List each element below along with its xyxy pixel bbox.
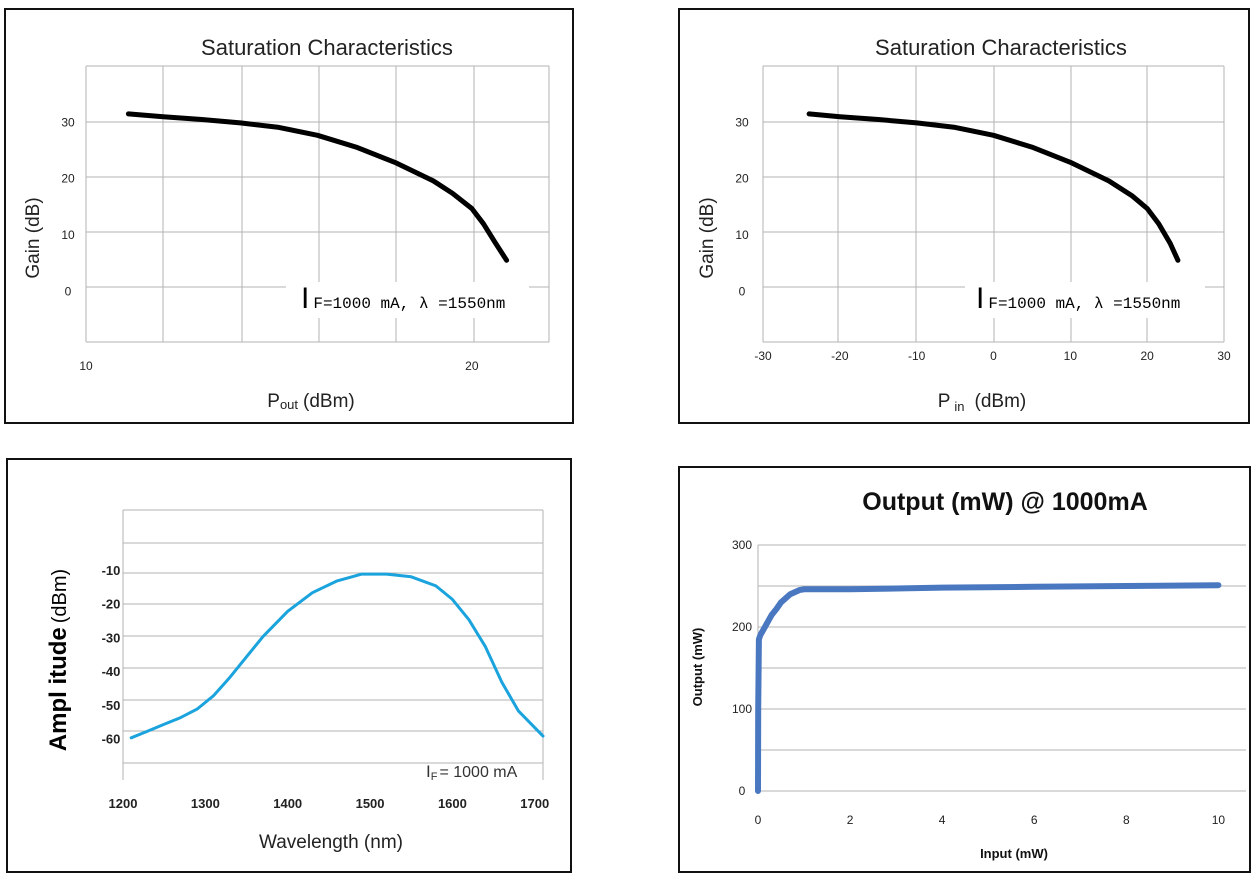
x-tick-label: 10 xyxy=(1212,813,1226,827)
y-axis-label: Ampl itude (dBm) xyxy=(45,569,72,751)
y-tick-label: 200 xyxy=(732,620,752,634)
annotation: I F=1000 mA, λ =1550nm xyxy=(976,282,1180,315)
x-axis-label-sub: in xyxy=(954,399,964,414)
grid xyxy=(757,544,1246,792)
annotation-main: I xyxy=(426,762,431,781)
y-tick-label: -60 xyxy=(102,732,121,747)
annotation-main: I xyxy=(301,282,309,315)
y-tick-label: 0 xyxy=(739,284,746,298)
y-axis-label: Output (mW) xyxy=(690,628,705,707)
annotation-main: I xyxy=(976,282,984,315)
spectrum-series-line xyxy=(129,572,545,740)
x-tick-label: 1600 xyxy=(438,796,467,811)
annotation-sub: F=1000 mA, λ =1550nm xyxy=(313,295,505,313)
x-tick-label: 1200 xyxy=(109,796,138,811)
x-tick-labels: 10 20 xyxy=(79,359,479,373)
x-tick-label: 0 xyxy=(990,349,997,363)
y-tick-label: 30 xyxy=(735,115,749,129)
x-axis-label: Input (mW) xyxy=(980,846,1048,861)
x-tick-label: 20 xyxy=(465,359,479,373)
grid xyxy=(85,65,550,343)
annotation-sub: F=1000 mA, λ =1550nm xyxy=(988,295,1180,313)
y-tick-labels: 0 10 20 30 xyxy=(735,115,749,298)
annotation-sub: F xyxy=(431,771,438,783)
annotation: I F=1000 mA, λ =1550nm xyxy=(301,282,505,315)
x-axis-label-unit: (dBm) xyxy=(975,391,1027,412)
y-axis-label: Gain (dB) xyxy=(697,197,718,278)
y-tick-label: -10 xyxy=(102,563,121,578)
y-axis-label: Gain (dB) xyxy=(23,197,44,278)
x-tick-label: 0 xyxy=(755,813,762,827)
y-tick-label: 20 xyxy=(61,172,75,186)
annotation-bg xyxy=(286,282,529,318)
x-tick-labels: 0 2 4 6 8 10 xyxy=(755,813,1226,827)
y-tick-label: -50 xyxy=(102,698,121,713)
x-tick-label: -20 xyxy=(831,349,849,363)
x-tick-label: 1700 xyxy=(520,796,549,811)
output-chart: Output (mW) @ 1000mA 0 100 200 300 0 2 4 6 8 10 … xyxy=(678,466,1251,873)
x-tick-label: 6 xyxy=(1031,813,1038,827)
y-axis-label-unit: (dBm) xyxy=(49,569,71,623)
annotation-rest: = 1000 mA xyxy=(439,764,517,781)
x-axis-label-main: P xyxy=(938,391,951,412)
x-tick-label: 10 xyxy=(79,359,93,373)
y-tick-label: 300 xyxy=(732,538,752,552)
x-tick-label: -10 xyxy=(908,349,926,363)
y-tick-label: 10 xyxy=(735,228,749,242)
y-tick-label: -30 xyxy=(102,630,121,645)
x-tick-labels: 1200 1300 1400 1500 1600 1700 xyxy=(109,796,550,811)
y-axis-label-main: Ampl itude xyxy=(45,627,72,751)
y-tick-label: 10 xyxy=(61,228,75,242)
x-tick-label: 2 xyxy=(847,813,854,827)
annotation: IF = 1000 mA xyxy=(426,762,518,783)
x-tick-label: 30 xyxy=(1217,349,1231,363)
gain-series-line xyxy=(806,111,1181,263)
output-series-line xyxy=(755,582,1222,794)
chart-title: Output (mW) @ 1000mA xyxy=(862,488,1148,516)
grid xyxy=(122,509,544,780)
gain-series-line xyxy=(125,111,510,263)
y-tick-labels: -60 -50 -40 -30 -20 -10 xyxy=(102,563,121,747)
x-axis-label-unit: (dBm) xyxy=(303,391,355,412)
x-axis-label-sub: out xyxy=(280,397,298,412)
saturation-chart-pin: Saturation Characteristics 0 10 20 30 -30 -2… xyxy=(678,8,1250,424)
y-tick-label: 0 xyxy=(739,784,746,798)
x-tick-label: 1300 xyxy=(191,796,220,811)
y-tick-label: -20 xyxy=(102,597,121,612)
spectrum-chart-svg: -60-50-40-30-20-10 1200 1300 1400 1500 1600 1… xyxy=(45,509,550,853)
y-tick-label: 20 xyxy=(735,172,749,186)
y-tick-label: 30 xyxy=(61,115,75,129)
y-tick-label: 100 xyxy=(732,702,752,716)
y-tick-label: -40 xyxy=(102,664,121,679)
chart-title: Saturation Characteristics xyxy=(875,35,1127,60)
x-axis-label-main: P xyxy=(267,391,280,412)
y-tick-label: 0 xyxy=(65,284,72,298)
x-tick-label: 4 xyxy=(939,813,946,827)
x-axis-label: Wavelength (nm) xyxy=(259,832,403,853)
y-tick-labels: 0 100 200 300 xyxy=(732,538,752,798)
saturation-chart-pout: Saturation Characteristics 0 10 20 30 10 20 … xyxy=(4,8,574,424)
x-tick-label: 1500 xyxy=(356,796,385,811)
x-tick-labels: -30 -20 -10 0 10 20 30 xyxy=(754,349,1231,363)
chart-title: Saturation Characteristics xyxy=(201,35,453,60)
x-tick-label: 10 xyxy=(1064,349,1078,363)
x-axis-label: Pout (dBm) xyxy=(267,391,355,412)
x-tick-label: 20 xyxy=(1140,349,1154,363)
annotation-bg xyxy=(965,282,1205,318)
y-tick-labels: 0 10 20 30 xyxy=(61,115,75,298)
spectrum-chart: -60 -50 -40 -30 -20 -10 1200 1300 1400 1500 1600 1… xyxy=(6,458,572,873)
saturation-chart-pin-svg: Saturation Characteristics 0 10 20 30 -30 -2… xyxy=(697,35,1231,414)
x-tick-label: 8 xyxy=(1123,813,1130,827)
x-tick-label: -30 xyxy=(754,349,772,363)
x-tick-label: 1400 xyxy=(273,796,302,811)
